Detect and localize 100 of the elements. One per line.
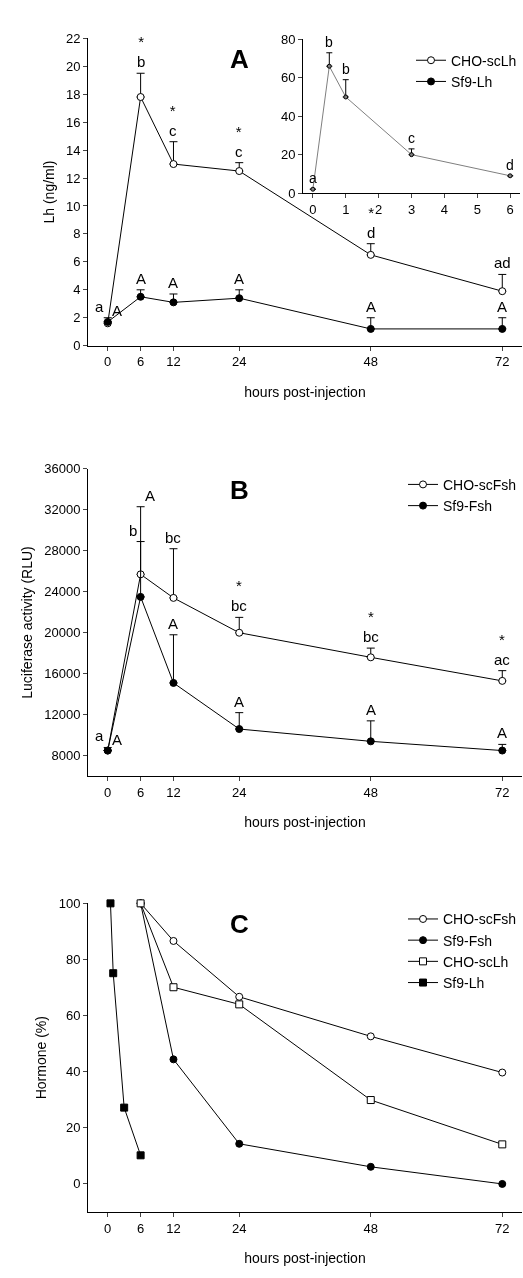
x-tick-label: 0: [104, 354, 112, 370]
annotation: A: [145, 487, 156, 504]
annotation: d: [506, 157, 514, 173]
x-tick-label: 12: [166, 354, 181, 370]
y-tick-label: 18: [65, 86, 81, 102]
y-tick-label: 0: [288, 185, 296, 201]
y-tick-label: 20: [65, 58, 81, 74]
annotation: bc: [165, 529, 182, 546]
y-tick-label: 8: [73, 226, 81, 242]
annotation: A: [168, 274, 179, 291]
x-tick-label: 48: [363, 1220, 378, 1236]
y-tick-label: 20: [280, 147, 296, 163]
x-tick-label: 0: [309, 201, 317, 217]
annotation: * d: [367, 204, 376, 241]
legend-label: Sf9-Fsh: [443, 498, 493, 515]
annotation: A: [112, 302, 123, 319]
y-tick-label: 12: [65, 170, 81, 186]
annotation: A: [366, 298, 377, 315]
x-tick-label: 6: [506, 201, 514, 217]
legend-label: CHO-scLh: [451, 52, 517, 69]
y-tick-label: 22: [65, 30, 81, 46]
x-tick-label: 6: [136, 354, 145, 370]
x-tick-label: 24: [232, 784, 247, 800]
x-tick-label: 1: [342, 201, 350, 217]
y-tick-label: 16000: [44, 666, 81, 682]
x-tick-label: 12: [166, 1220, 181, 1236]
annotation: a: [95, 727, 104, 744]
y-axis-title: Luciferase activity (RLU): [18, 546, 35, 699]
y-tick-label: 12000: [44, 707, 81, 723]
annotation: A: [168, 615, 179, 632]
y-tick-label: 80: [65, 952, 81, 968]
x-tick-label: 0: [104, 784, 112, 800]
y-axis-title: Lh (ng/ml): [40, 160, 57, 224]
x-tick-label: 12: [166, 784, 181, 800]
annotation: A: [136, 270, 147, 287]
annotation: * c: [169, 102, 177, 139]
y-axis-title: Hormone (%): [33, 1016, 50, 1100]
y-tick-label: 20000: [44, 625, 81, 641]
annotation: b: [129, 522, 138, 539]
chart-title: B: [230, 475, 249, 505]
y-tick-label: 6: [73, 254, 81, 270]
x-tick-label: 72: [495, 354, 510, 370]
x-tick-label: 24: [232, 1220, 247, 1236]
annotation: b: [325, 34, 333, 50]
y-tick-label: 24000: [44, 584, 81, 600]
annotation: A: [366, 701, 377, 718]
annotation: b: [342, 61, 350, 77]
y-tick-label: 20: [65, 1120, 81, 1136]
annotation: A: [234, 693, 245, 710]
annotation: A: [497, 298, 508, 315]
annotation: c: [408, 130, 415, 146]
chart-title: C: [230, 909, 249, 939]
x-axis-title: hours post-injection: [244, 383, 366, 400]
y-tick-label: 36000: [44, 461, 81, 477]
annotation: * bc: [363, 608, 380, 645]
legend-label: Sf9-Fsh: [443, 932, 493, 949]
x-tick-label: 2: [375, 201, 383, 217]
x-tick-label: 6: [136, 1220, 145, 1236]
y-tick-label: 2: [73, 310, 81, 326]
legend-label: Sf9-Lh: [443, 975, 485, 992]
y-tick-label: 4: [73, 282, 81, 298]
y-tick-label: 40: [280, 108, 296, 124]
y-tick-label: 16: [65, 114, 81, 130]
x-tick-label: 6: [136, 784, 145, 800]
x-tick-label: 5: [473, 201, 481, 217]
annotation: a: [309, 170, 317, 186]
annotation: * b: [137, 33, 146, 70]
x-axis-title: hours post-injection: [244, 814, 366, 831]
legend-label: CHO-scFsh: [443, 911, 517, 928]
y-tick-label: 0: [73, 338, 81, 354]
y-tick-label: 100: [58, 895, 81, 911]
annotation: ad: [494, 254, 511, 271]
annotation: A: [112, 731, 123, 748]
annotation: * c: [235, 123, 243, 160]
y-tick-label: 80: [280, 31, 296, 47]
annotation: A: [234, 270, 245, 287]
y-tick-label: 28000: [44, 543, 81, 559]
x-tick-label: 3: [407, 201, 416, 217]
annotation: A: [497, 724, 508, 741]
x-tick-label: 24: [232, 354, 247, 370]
x-tick-label: 72: [495, 784, 510, 800]
y-tick-label: 14: [65, 142, 81, 158]
x-tick-label: 48: [363, 354, 378, 370]
y-tick-label: 60: [280, 70, 296, 86]
annotation: a: [95, 298, 104, 315]
x-axis-title: hours post-injection: [244, 1249, 366, 1266]
chart-title: A: [230, 44, 249, 74]
y-tick-label: 10: [65, 198, 81, 214]
legend-label: Sf9-Lh: [451, 73, 493, 90]
x-tick-label: 48: [363, 784, 378, 800]
y-tick-label: 32000: [44, 502, 81, 518]
annotation: * bc: [231, 577, 248, 614]
legend-label: CHO-scFsh: [443, 476, 517, 493]
x-tick-label: 0: [104, 1220, 112, 1236]
y-tick-label: 8000: [51, 748, 81, 764]
y-tick-label: 60: [65, 1008, 81, 1024]
x-tick-label: 72: [495, 1220, 510, 1236]
annotation: * ac: [494, 631, 511, 668]
y-tick-label: 40: [65, 1064, 81, 1080]
legend-label: CHO-scLh: [443, 953, 509, 970]
